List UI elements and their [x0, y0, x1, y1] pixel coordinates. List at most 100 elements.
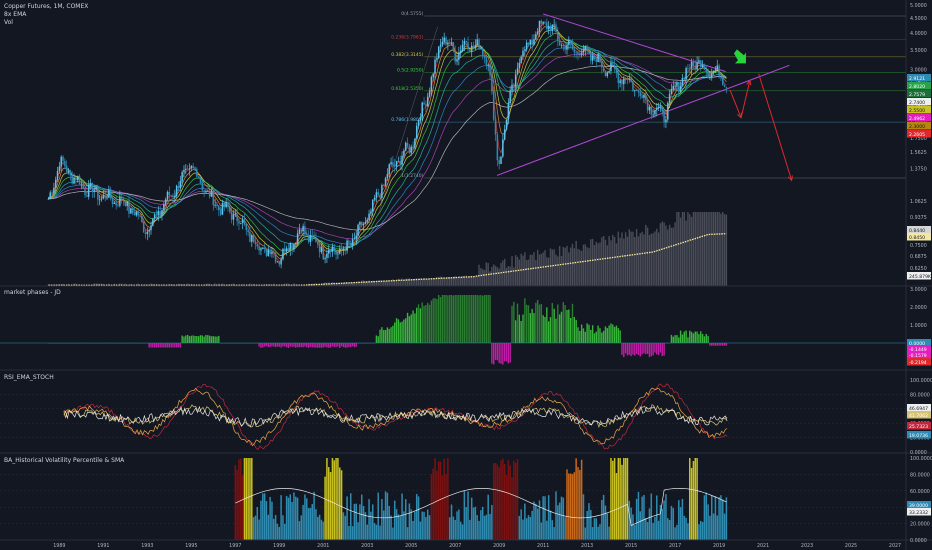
volume-bar	[329, 283, 332, 286]
candle-body	[199, 177, 202, 183]
candle-body	[75, 177, 77, 181]
price-tick-label: 1.0625	[910, 199, 927, 205]
phase-bar	[401, 321, 403, 343]
candle-body	[670, 89, 673, 94]
phase-bar	[654, 343, 656, 353]
x-axis[interactable]: 1989 1991 1993 1995 1997 1999 2001 2003 2005 2007…	[53, 543, 901, 549]
hv-bar	[580, 459, 583, 540]
phase-bar	[478, 295, 480, 343]
phase-bar	[573, 317, 576, 343]
phase-bar	[394, 322, 396, 343]
candle-body	[205, 191, 207, 193]
volume-bar	[712, 212, 715, 286]
hv-bar	[700, 520, 702, 540]
volume-bar	[342, 282, 345, 286]
candle-body	[89, 182, 92, 185]
candle-body	[186, 168, 189, 170]
volume-bar	[621, 232, 623, 286]
candle-body	[188, 168, 191, 170]
phase-bar	[679, 330, 682, 343]
volume-bar	[562, 246, 565, 286]
candle-body	[626, 79, 629, 80]
candle-body	[64, 160, 66, 166]
candle-body	[439, 44, 442, 47]
candle-body	[54, 179, 57, 188]
candle-body	[461, 44, 464, 51]
candle-body	[542, 22, 544, 24]
volume-bar	[408, 278, 411, 286]
candle-body	[487, 64, 489, 66]
phase-bar	[575, 319, 577, 343]
hv-bar	[632, 514, 634, 540]
phase-bar	[492, 343, 495, 365]
volume-bar	[461, 276, 464, 286]
phase-bar	[218, 335, 220, 343]
candle-body	[122, 199, 125, 201]
candle-body	[553, 24, 555, 26]
hv-bar	[546, 520, 548, 540]
hv-bar	[558, 502, 561, 540]
phase-bar	[210, 336, 213, 343]
time-tick-label: 2003	[361, 543, 373, 549]
phase-bar	[472, 295, 475, 343]
candle-body	[93, 189, 95, 192]
volume-bar	[467, 276, 469, 286]
phases-tick-label: 3.0000	[910, 287, 927, 293]
hv-tick-label: 20.0000	[910, 522, 930, 528]
phase-bar	[157, 343, 160, 348]
indicator-vol-label[interactable]: Vol	[4, 19, 13, 26]
phase-bar	[188, 336, 191, 343]
phases-pane-label[interactable]: market phases - JD	[4, 289, 61, 296]
candle-body	[399, 160, 401, 165]
candle-body	[505, 119, 508, 130]
hv-bar	[353, 503, 356, 540]
candle-body	[608, 71, 610, 73]
phase-bar	[342, 343, 345, 348]
candle-body	[676, 82, 678, 86]
hv-bar	[313, 491, 315, 540]
rsi-pane-label[interactable]: RSI_EMA_STOCH	[4, 374, 54, 381]
volume-bar	[714, 212, 717, 286]
hv-bar	[571, 474, 574, 540]
hv-bar	[423, 511, 425, 540]
phase-bar	[586, 323, 588, 343]
hv-bar	[513, 460, 515, 540]
candle-body	[613, 64, 616, 69]
hv-bar	[714, 496, 717, 540]
hv-bar	[619, 458, 621, 540]
candle-body	[481, 48, 484, 55]
phase-bar	[459, 295, 462, 343]
phase-bar	[318, 343, 321, 348]
phase-bar	[170, 343, 172, 348]
rsi-badge	[907, 431, 931, 439]
candle-body	[247, 230, 249, 233]
hv-bar	[635, 498, 638, 540]
candle-body	[221, 202, 224, 215]
indicator-ema-label[interactable]: 8x EMA	[4, 11, 27, 18]
volume-bar	[417, 279, 420, 286]
phase-bar	[150, 343, 152, 348]
volume-bar	[254, 284, 257, 286]
hv-pane-label[interactable]: BA_Historical Volatility Percentile & SM…	[4, 457, 125, 464]
candle-body	[351, 239, 354, 246]
volume-bar	[375, 281, 378, 286]
phase-bar	[588, 324, 590, 343]
volume-bar	[469, 275, 471, 286]
hv-bar	[568, 473, 570, 540]
candle-body	[679, 86, 682, 93]
hv-bar	[251, 458, 253, 540]
phase-bar	[513, 301, 515, 343]
phase-bar	[520, 320, 522, 343]
candle-body	[161, 210, 163, 217]
volume-bar	[192, 284, 194, 286]
candle-body	[192, 165, 194, 168]
phase-bar	[331, 343, 334, 347]
candle-body	[637, 90, 640, 93]
hv-bar	[478, 520, 480, 540]
hv-bar	[487, 494, 489, 540]
phase-bar	[722, 343, 724, 346]
phase-bar	[441, 295, 444, 343]
volume-bar	[390, 280, 392, 286]
